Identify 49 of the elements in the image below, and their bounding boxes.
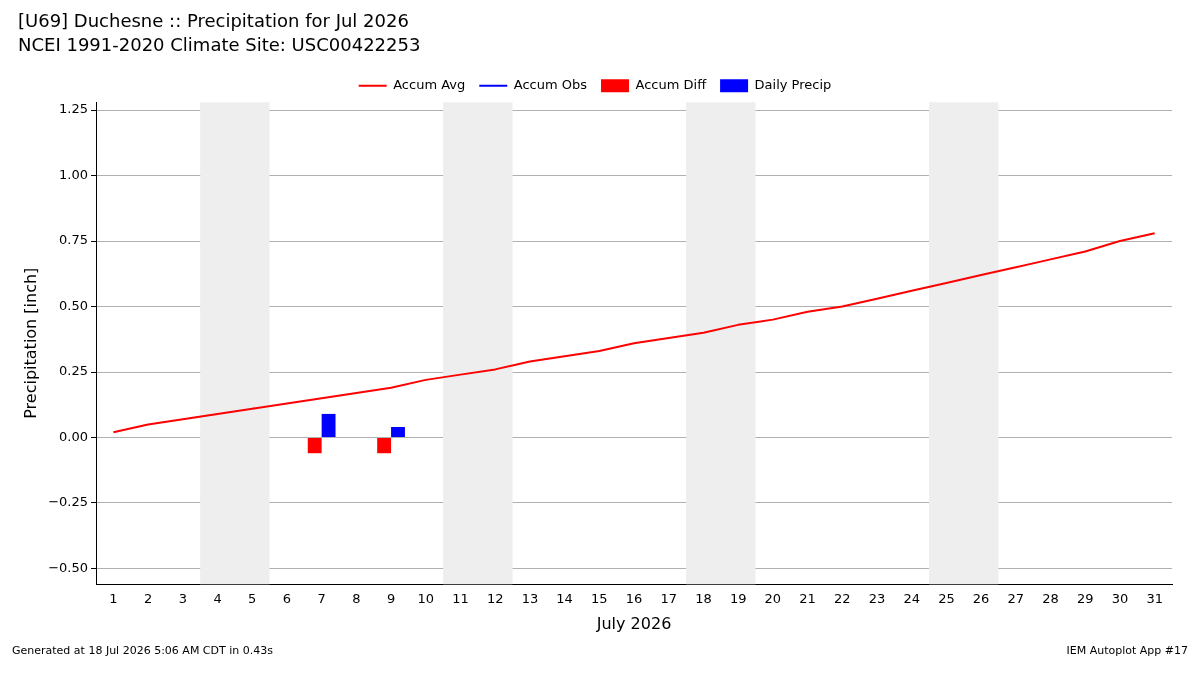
x-tick-label: 16 xyxy=(625,591,643,607)
x-tick-label: 17 xyxy=(660,591,677,607)
text: IEM Autoplot App #17 xyxy=(1066,644,1188,657)
x-tick-label: 9 xyxy=(386,591,396,607)
x-tick-label: 6 xyxy=(282,591,292,607)
x-tick-label: 22 xyxy=(834,591,851,607)
x-tick-label: 5 xyxy=(248,591,257,607)
x-tick-label: 23 xyxy=(868,591,886,607)
y-tick-label: 0.75 xyxy=(59,232,89,248)
y-tick-label: −0.50 xyxy=(48,559,89,575)
x-tick-label: 1 xyxy=(109,591,118,607)
y-tick-label: 0.50 xyxy=(59,297,89,313)
legend-label: Accum Obs xyxy=(513,77,588,93)
x-tick-label: 26 xyxy=(972,591,990,607)
x-tick-label: 3 xyxy=(178,591,187,607)
y-tick-label: 1.25 xyxy=(59,101,89,117)
y-tick-label: 0.00 xyxy=(59,428,89,444)
y-tick-label: −0.25 xyxy=(48,494,89,510)
x-tick-label: 19 xyxy=(729,591,747,607)
y-axis-title: Precipitation [inch] xyxy=(20,267,40,419)
x-tick-label: 4 xyxy=(213,591,222,607)
text: Generated at 18 Jul 2026 5:06 AM CDT in 0.43s xyxy=(12,644,273,657)
chart-title: [U69] Duchesne :: Precipitation for Jul 2026 xyxy=(18,10,409,32)
x-tick-label: 8 xyxy=(352,591,361,607)
x-axis-title: July 2026 xyxy=(595,613,672,633)
legend-label: Daily Precip xyxy=(754,77,832,93)
x-tick-label: 31 xyxy=(1146,591,1163,607)
chart-subtitle: NCEI 1991-2020 Climate Site: USC00422253 xyxy=(18,34,421,56)
x-tick-label: 21 xyxy=(799,591,816,607)
x-tick-label: 10 xyxy=(417,591,435,607)
x-tick-label: 27 xyxy=(1007,591,1025,607)
x-tick-label: 24 xyxy=(903,591,920,607)
x-tick-label: 29 xyxy=(1076,591,1094,607)
x-tick-label: 12 xyxy=(486,591,504,607)
x-tick-label: 7 xyxy=(317,591,326,607)
x-tick-label: 14 xyxy=(556,591,573,607)
x-tick-label: 28 xyxy=(1042,591,1059,607)
x-tick-label: 30 xyxy=(1111,591,1129,607)
x-tick-label: 25 xyxy=(938,591,955,607)
legend-label: Accum Avg xyxy=(393,77,466,93)
y-tick-label: 1.00 xyxy=(59,166,89,182)
x-tick-label: 2 xyxy=(143,591,153,607)
x-tick-label: 13 xyxy=(521,591,539,607)
x-tick-label: 11 xyxy=(452,591,469,607)
x-tick-label: 18 xyxy=(695,591,712,607)
legend-label: Accum Diff xyxy=(635,77,708,93)
x-tick-label: 20 xyxy=(764,591,782,607)
y-tick-label: 0.25 xyxy=(59,363,89,379)
x-tick-label: 15 xyxy=(591,591,608,607)
